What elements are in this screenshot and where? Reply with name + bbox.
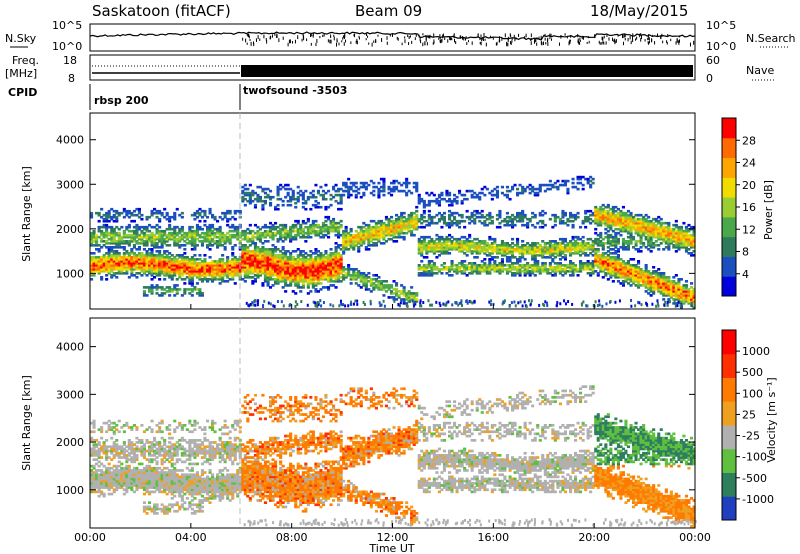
velocity-panel: 4000 3000 2000 1000 Slant Range [km] 1000 50… (20, 317, 778, 529)
nsky-trace (89, 31, 696, 47)
xaxis-label: Time UT (368, 542, 414, 554)
cpid-panel: CPID rbsp 200 twofsound -3503 (8, 84, 347, 110)
ytick-label: 4000 (56, 341, 84, 354)
nsearch-label: N.Search (746, 32, 796, 45)
ytick-label: 1000 (56, 484, 84, 497)
beam-title: Beam 09 (355, 2, 422, 20)
colorbar-swatch (722, 118, 736, 139)
power-ylabel: Slant Range [km] (20, 166, 33, 262)
velocity-heatmap-cells (90, 385, 697, 528)
station-title: Saskatoon (fitACF) (92, 2, 231, 20)
colorbar-tick-label: 20 (742, 179, 756, 192)
velocity-colorbar: 1000 500 100 25 -25 -100 -500 -1000 (721, 329, 774, 521)
colorbar-swatch (722, 330, 736, 355)
nsky-panel: N.Sky 10^5 10^0 10^5 10^0 N.Search (5, 19, 796, 53)
freq-tick-top: 18 (63, 54, 77, 67)
nave-tick-bottom: 0 (706, 72, 713, 85)
nave-tick-top: 60 (706, 54, 720, 67)
nave-label: Nave (746, 64, 774, 77)
date-title: 18/May/2015 (590, 2, 688, 20)
colorbar-swatch (722, 401, 736, 426)
power-yaxis: 4000 3000 2000 1000 (56, 134, 695, 280)
xaxis-tick-label: 04:00 (175, 531, 207, 544)
power-colorbar: 28 24 20 16 12 8 4 (721, 117, 756, 297)
ytick-label: 4000 (56, 134, 84, 147)
colorbar-tick-label: 100 (742, 387, 763, 400)
colorbar-swatch (722, 256, 736, 277)
cpid-segment-rbsp: rbsp 200 (94, 94, 149, 107)
colorbar-swatch (722, 353, 736, 378)
freq-panel: Freq. [MHz] 18 8 60 0 Nave (5, 54, 775, 85)
colorbar-swatch (722, 496, 736, 521)
nsky-tick-top: 10^5 (52, 19, 82, 32)
power-panel: 4000 3000 2000 1000 Slant Range [km] 28 24 20… (20, 112, 775, 310)
ytick-label: 1000 (56, 267, 84, 280)
ytick-label: 2000 (56, 223, 84, 236)
colorbar-swatch (722, 197, 736, 218)
colorbar-swatch (722, 216, 736, 238)
freq-label: Freq. (12, 54, 39, 67)
colorbar-tick-label: -1000 (742, 493, 774, 506)
colorbar-tick-label: -25 (742, 430, 760, 443)
cpid-label: CPID (8, 86, 37, 99)
xaxis-tick-label: 00:00 (679, 531, 711, 544)
nsearch-tick-bottom: 10^0 (706, 40, 736, 53)
time-axis: 00:00 04:00 08:00 12:00 16:00 20:00 00:00 (74, 304, 711, 544)
freq-unit-label: [MHz] (5, 67, 37, 80)
colorbar-tick-label: 500 (742, 366, 763, 379)
colorbar-tick-label: 8 (742, 246, 749, 259)
freq-trace-late (241, 65, 693, 77)
colorbar-swatch (722, 425, 736, 450)
colorbar-swatch (722, 157, 736, 178)
colorbar-swatch (722, 448, 736, 473)
colorbar-tick-label: 16 (742, 201, 756, 214)
cpid-segment-twofsound: twofsound -3503 (243, 84, 347, 97)
xaxis-tick-label: 00:00 (74, 531, 106, 544)
colorbar-swatch (722, 276, 736, 297)
colorbar-tick-label: 12 (742, 223, 756, 236)
nsky-tick-bottom: 10^0 (52, 40, 82, 53)
colorbar-swatch (722, 377, 736, 402)
power-heatmap-cells (90, 175, 696, 309)
xaxis-tick-label: 08:00 (276, 531, 308, 544)
freq-tick-bottom: 8 (68, 72, 75, 85)
colorbar-swatch (722, 472, 736, 497)
nsearch-tick-top: 10^5 (706, 19, 736, 32)
colorbar-tick-label: 24 (742, 157, 756, 170)
velocity-ylabel: Slant Range [km] (20, 375, 33, 471)
ytick-label: 2000 (56, 436, 84, 449)
xaxis-tick-label: 20:00 (578, 531, 610, 544)
xaxis-tick-label: 12:00 (377, 531, 409, 544)
colorbar-tick-label: -500 (742, 472, 767, 485)
colorbar-tick-label: 4 (742, 268, 749, 281)
ytick-label: 3000 (56, 388, 84, 401)
colorbar-tick-label: 28 (742, 134, 756, 147)
velocity-yaxis: 4000 3000 2000 1000 (56, 341, 695, 497)
colorbar-tick-label: -100 (742, 451, 767, 464)
colorbar-swatch (722, 137, 736, 159)
xaxis-tick-label: 16:00 (477, 531, 509, 544)
colorbar-swatch (722, 236, 736, 257)
colorbar-tick-label: 25 (742, 408, 756, 421)
nsky-label: N.Sky (5, 32, 37, 45)
velocity-colorbar-label: Velocity [m s⁻¹] (765, 377, 778, 462)
ytick-label: 3000 (56, 178, 84, 191)
power-colorbar-label: Power [dB] (762, 180, 775, 240)
colorbar-swatch (722, 177, 736, 198)
colorbar-tick-label: 1000 (742, 345, 770, 358)
